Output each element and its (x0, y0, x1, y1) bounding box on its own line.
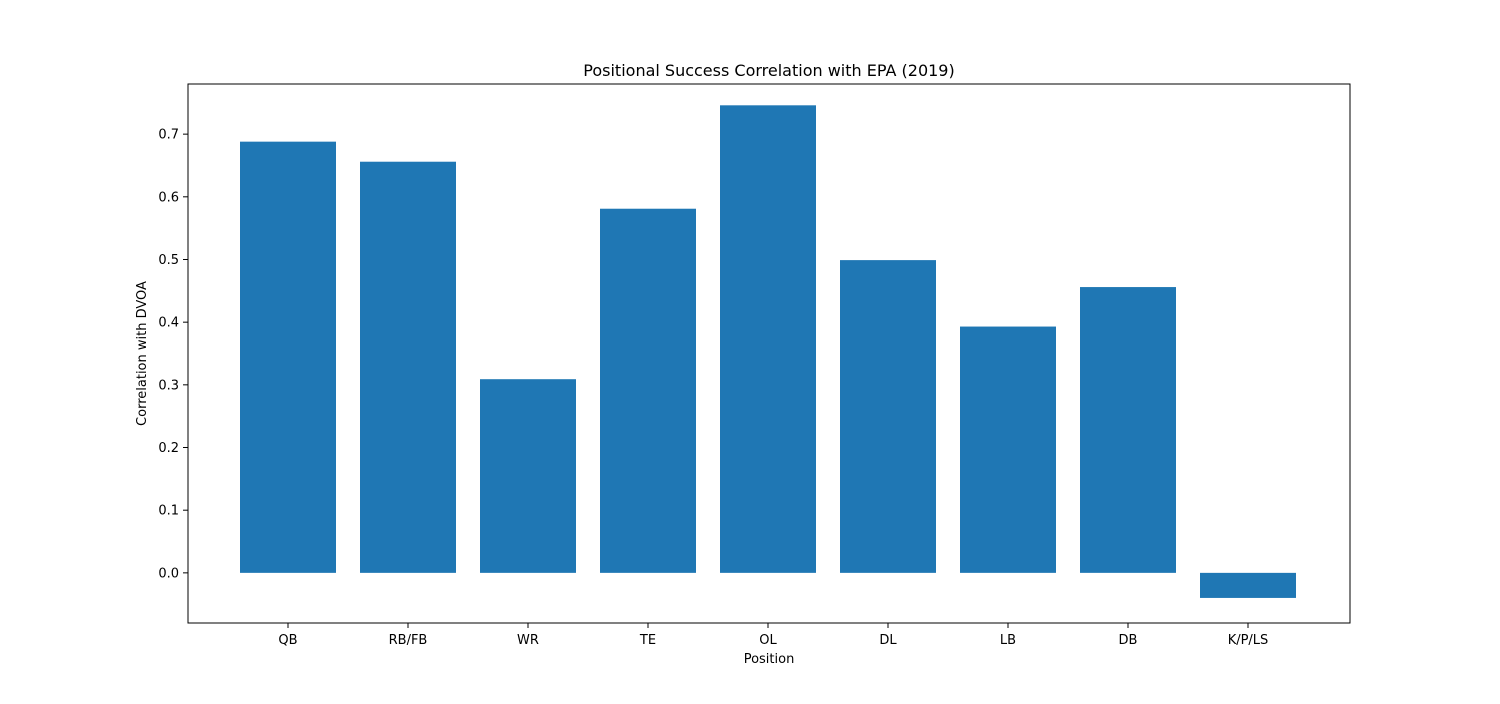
y-axis-ticks: 0.0 0.1 0.2 0.3 0.4 0.5 0.6 0.7 (158, 128, 188, 581)
bar-ol (720, 105, 816, 573)
y-tick-label: 0.4 (158, 316, 179, 331)
x-tick-label: DB (1119, 633, 1138, 648)
bar-te (600, 208, 696, 573)
x-tick-label: K/P/LS (1228, 633, 1269, 648)
x-axis-title: Position (744, 652, 795, 667)
y-tick-label: 0.2 (158, 441, 179, 456)
bar-dl (840, 260, 936, 573)
y-tick-label: 0.0 (158, 566, 179, 581)
x-tick-label: OL (759, 633, 777, 648)
x-tick-label: DL (879, 633, 897, 648)
y-axis-title: Correlation with DVOA (135, 281, 150, 426)
bar-qb (240, 141, 336, 573)
y-tick-label: 0.5 (158, 253, 179, 268)
plot-area-frame (187, 83, 1351, 624)
y-tick-label: 0.7 (158, 128, 179, 143)
chart-title: Positional Success Correlation with EPA … (583, 61, 954, 80)
bar-wr (480, 379, 576, 573)
bars-group (240, 105, 1296, 598)
x-tick-label: TE (639, 633, 656, 648)
bar-lb (960, 326, 1056, 573)
y-tick-label: 0.3 (158, 378, 179, 393)
bar-k-p-ls (1200, 572, 1296, 598)
x-tick-label: LB (1000, 633, 1016, 648)
bar-rb-fb (360, 161, 456, 573)
x-tick-label: RB/FB (389, 633, 428, 648)
y-tick-label: 0.6 (158, 190, 179, 205)
x-tick-label: WR (517, 633, 539, 648)
bar-db (1080, 287, 1176, 573)
x-tick-label: QB (278, 633, 297, 648)
x-axis-ticks: QB RB/FB WR TE OL DL LB DB K/P/LS (278, 623, 1268, 648)
y-tick-label: 0.1 (158, 504, 179, 519)
